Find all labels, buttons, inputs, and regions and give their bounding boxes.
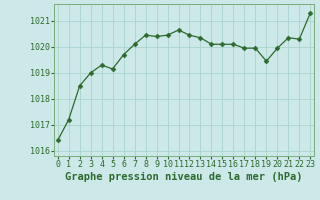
X-axis label: Graphe pression niveau de la mer (hPa): Graphe pression niveau de la mer (hPa) bbox=[65, 172, 303, 182]
